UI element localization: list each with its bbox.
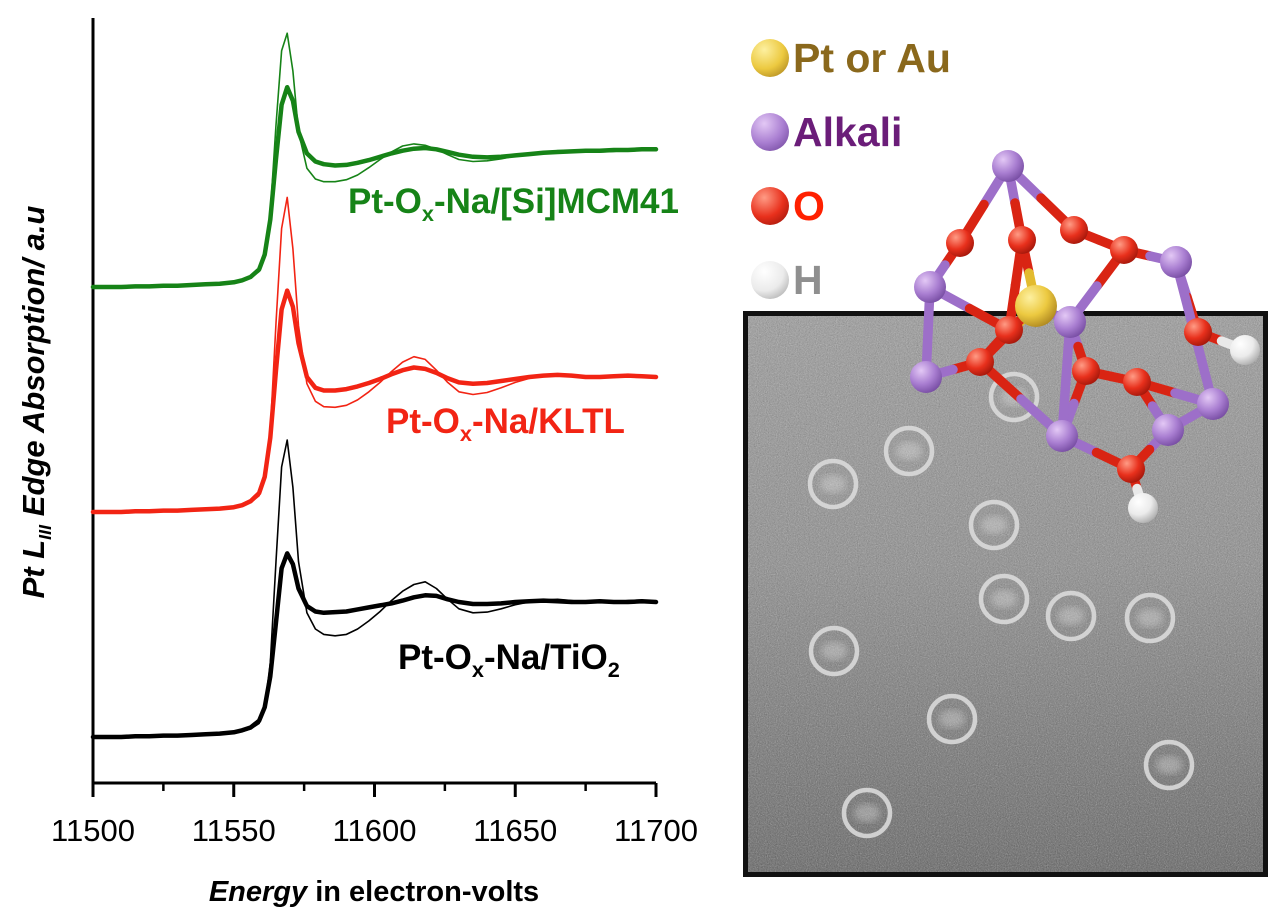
atom-circle-marker [808, 625, 860, 677]
bond [1069, 225, 1104, 245]
bond [1092, 245, 1129, 291]
atom-spot [939, 710, 965, 728]
atom-spot [1001, 388, 1027, 406]
spectra-plot: 11500 11550 11600 11650 11700 [51, 18, 698, 848]
purple-sphere-icon [751, 113, 789, 151]
atom-o [1110, 236, 1138, 264]
bond [979, 161, 1013, 210]
x-tick-label: 11500 [51, 813, 135, 848]
single-atom-spots [820, 388, 1182, 822]
atom-spot [1058, 607, 1084, 625]
legend-label: Pt or Au [793, 35, 951, 81]
bond [1017, 235, 1034, 278]
atom-circle-marker [1124, 592, 1176, 644]
bond [1003, 161, 1046, 203]
legend-label: O [793, 183, 825, 229]
x-tick-label: 11600 [333, 813, 417, 848]
atom-circle-marker [1045, 590, 1097, 642]
bond [1010, 198, 1027, 245]
atom-circle-marker [926, 693, 978, 745]
legend-label: H [793, 257, 823, 303]
bond [1036, 193, 1079, 235]
atom-spot [981, 516, 1007, 534]
atom-o [1060, 216, 1088, 244]
atom-spot [820, 475, 846, 493]
curve-label-pt-ox-na-tio2: Pt-Ox-Na/TiO2 [398, 638, 620, 682]
bond [1145, 251, 1181, 267]
y-axis-label-subscript: III [35, 524, 56, 540]
curve-label-pt-ox-na-si-mcm41: Pt-Ox-Na/[Si]MCM41 [348, 182, 679, 226]
legend-row-alkali: Alkali [751, 110, 951, 154]
x-axis-label-energy: Energy [208, 876, 308, 908]
atom-spot [1137, 609, 1163, 627]
atom-spot [854, 804, 880, 822]
atom-spot [991, 590, 1017, 608]
Pt-Ox-Na/[Si]MCM41-curve [90, 84, 659, 290]
stem-micrograph [743, 311, 1268, 877]
bond [1094, 235, 1129, 255]
bond [1119, 245, 1155, 261]
Pt-Ox-Na/KLTL-curve [90, 288, 659, 515]
x-axis-ticks [91, 783, 658, 797]
atom-color-legend: Pt or Au Alkali O H [751, 36, 951, 302]
bond [1024, 268, 1041, 311]
y-axis-label-rest: Edge Absorption/ a.u [15, 205, 51, 525]
Pt-Ox-Na/TiO2-curve [90, 551, 659, 740]
Pt-Ox-Na/KLTL-fit-curve [92, 196, 657, 513]
x-tick-label: 11700 [614, 813, 698, 848]
legend-label: Alkali [793, 109, 903, 155]
atom-circle-marker [807, 458, 859, 510]
curve-label-pt-ox-na-kltl: Pt-Ox-Na/KLTL [386, 402, 625, 446]
spectra-curves [90, 32, 659, 740]
x-axis-label: Energy in electron-volts [209, 876, 539, 909]
atom-circle-marker [1143, 739, 1195, 791]
Pt-Ox-Na/TiO2-fit-curve [92, 439, 657, 738]
atom-circle-marker [841, 787, 893, 839]
bond [1171, 257, 1192, 302]
bond [1003, 161, 1020, 208]
bond [955, 199, 989, 248]
x-tick-label: 11650 [473, 813, 557, 848]
x-axis-label-rest: in electron-volts [307, 876, 540, 908]
red-sphere-icon [751, 187, 789, 225]
legend-row-h: H [751, 258, 951, 302]
x-axis-tick-labels: 11500 11550 11600 11650 11700 [51, 813, 698, 848]
atom-alkali [1160, 246, 1192, 278]
atom-spot [896, 442, 922, 460]
y-axis-label-prefix: Pt L [15, 539, 51, 599]
gold-sphere-icon [751, 39, 789, 77]
legend-row-o: O [751, 184, 951, 228]
legend-row-pt-or-au: Pt or Au [751, 36, 951, 80]
bond [1010, 235, 1027, 290]
atom-circle-marker [968, 499, 1020, 551]
atom-o [1008, 226, 1036, 254]
y-axis-label: Pt LIII Edge Absorption/ a.u [16, 206, 56, 599]
atom-circle-marker [978, 573, 1030, 625]
atom-spot [1156, 756, 1182, 774]
white-sphere-icon [751, 261, 789, 299]
atom-spot [821, 642, 847, 660]
atom-alkali [992, 150, 1024, 182]
x-tick-label: 11550 [192, 813, 276, 848]
atom-circle-marker [883, 425, 935, 477]
